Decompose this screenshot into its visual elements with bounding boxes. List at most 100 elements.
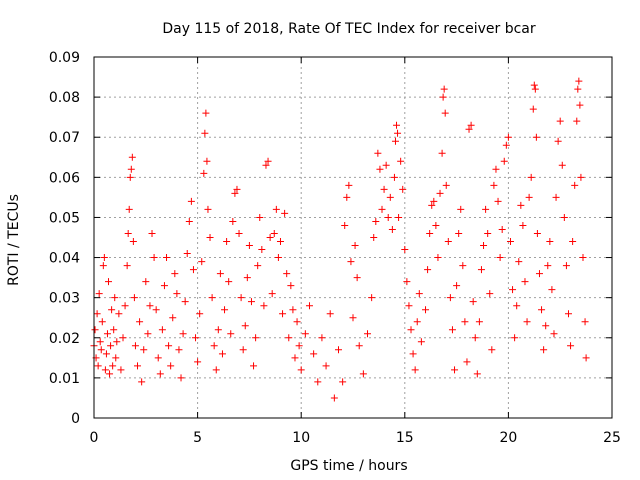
data-point bbox=[154, 354, 162, 362]
data-point bbox=[552, 193, 560, 201]
data-point bbox=[231, 189, 239, 197]
data-point bbox=[517, 201, 525, 209]
data-point bbox=[297, 366, 305, 374]
data-point bbox=[502, 141, 510, 149]
x-tick-label: 5 bbox=[193, 430, 202, 446]
data-point bbox=[577, 173, 585, 181]
data-point bbox=[535, 270, 543, 278]
chart-title: Day 115 of 2018, Rate Of TEC Index for r… bbox=[162, 21, 536, 37]
data-point bbox=[382, 161, 390, 169]
data-point bbox=[353, 274, 361, 282]
data-point bbox=[169, 314, 177, 322]
data-point bbox=[125, 205, 133, 213]
data-point bbox=[527, 173, 535, 181]
data-point bbox=[124, 229, 132, 237]
data-point bbox=[374, 149, 382, 157]
data-point bbox=[486, 290, 494, 298]
data-point bbox=[136, 318, 144, 326]
data-point bbox=[181, 298, 189, 306]
data-point bbox=[413, 318, 421, 326]
data-point bbox=[355, 342, 363, 350]
data-point bbox=[107, 342, 115, 350]
data-point bbox=[448, 326, 456, 334]
data-point bbox=[202, 109, 210, 117]
data-point bbox=[201, 129, 209, 137]
data-point bbox=[391, 137, 399, 145]
data-point bbox=[407, 326, 415, 334]
data-point bbox=[274, 254, 282, 262]
data-point bbox=[247, 298, 255, 306]
y-tick-label: 0.03 bbox=[49, 291, 80, 307]
data-point bbox=[533, 229, 541, 237]
data-point bbox=[441, 109, 449, 117]
data-point bbox=[237, 294, 245, 302]
x-tick-label: 0 bbox=[90, 430, 99, 446]
data-point bbox=[434, 254, 442, 262]
data-point bbox=[498, 225, 506, 233]
data-point bbox=[368, 294, 376, 302]
data-point bbox=[127, 165, 135, 173]
data-point bbox=[343, 193, 351, 201]
data-point bbox=[128, 153, 136, 161]
y-tick-label: 0.07 bbox=[49, 130, 80, 146]
data-point bbox=[457, 205, 465, 213]
data-point bbox=[581, 318, 589, 326]
data-point bbox=[134, 362, 142, 370]
data-point bbox=[99, 262, 107, 270]
data-point bbox=[567, 342, 575, 350]
data-point bbox=[515, 258, 523, 266]
data-point bbox=[216, 270, 224, 278]
data-point bbox=[225, 278, 233, 286]
data-point bbox=[415, 290, 423, 298]
data-point bbox=[509, 286, 517, 294]
data-point bbox=[345, 181, 353, 189]
data-point bbox=[538, 306, 546, 314]
data-point bbox=[573, 117, 581, 125]
data-point bbox=[113, 338, 121, 346]
data-point bbox=[411, 366, 419, 374]
data-point bbox=[376, 165, 384, 173]
data-point bbox=[390, 173, 398, 181]
data-point bbox=[105, 278, 113, 286]
data-point bbox=[243, 274, 251, 282]
data-point bbox=[579, 254, 587, 262]
data-point bbox=[494, 197, 502, 205]
data-point bbox=[310, 350, 318, 358]
data-point bbox=[254, 262, 262, 270]
data-point bbox=[115, 310, 123, 318]
data-point bbox=[206, 234, 214, 241]
data-point bbox=[239, 346, 247, 354]
data-point bbox=[208, 294, 216, 302]
data-point bbox=[451, 366, 459, 374]
data-point bbox=[163, 254, 171, 262]
data-point bbox=[279, 310, 287, 318]
y-axis-ticks: 0 0.01 0.02 0.03 0.04 0.05 0.06 0.07 0.08 0.09 bbox=[49, 50, 612, 427]
data-point bbox=[521, 278, 529, 286]
data-point bbox=[351, 242, 359, 250]
data-point bbox=[148, 229, 156, 237]
data-point bbox=[266, 234, 274, 241]
x-tick-label: 25 bbox=[603, 430, 621, 446]
data-point bbox=[546, 238, 554, 246]
data-point bbox=[109, 362, 117, 370]
data-point bbox=[347, 258, 355, 266]
data-point bbox=[200, 169, 208, 177]
data-point bbox=[98, 318, 106, 326]
data-point bbox=[475, 318, 483, 326]
y-tick-label: 0.08 bbox=[49, 90, 80, 106]
data-point bbox=[349, 314, 357, 322]
data-point bbox=[96, 338, 104, 346]
data-point bbox=[569, 238, 577, 246]
data-point bbox=[544, 262, 552, 270]
data-point bbox=[330, 394, 338, 402]
data-point bbox=[576, 101, 584, 109]
data-point bbox=[241, 322, 249, 330]
data-point bbox=[471, 334, 479, 342]
data-point bbox=[463, 358, 471, 366]
data-point bbox=[341, 221, 349, 229]
data-point bbox=[370, 234, 378, 241]
data-point bbox=[395, 213, 403, 221]
y-axis-label: ROTI / TECUs bbox=[6, 194, 22, 286]
data-point bbox=[223, 238, 231, 246]
